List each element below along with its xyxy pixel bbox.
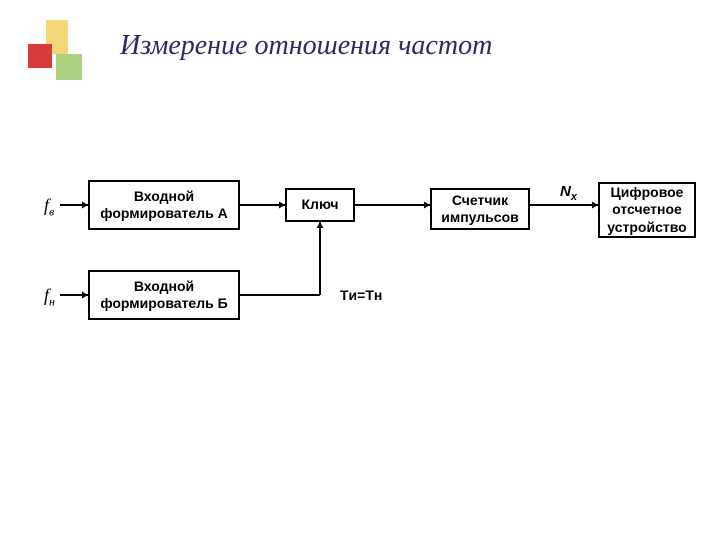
block-label: Входнойформирователь Б — [100, 278, 227, 313]
block-label: Счетчикимпульсов — [441, 192, 518, 227]
block-counter: Счетчикимпульсов — [430, 188, 530, 230]
block-label: Цифровоеотсчетноеустройство — [607, 184, 686, 237]
label-nx: Nx — [560, 183, 577, 203]
block-former-a: Входнойформирователь А — [88, 180, 240, 230]
signal-fn: fн — [44, 285, 55, 310]
signal-fv: fв — [44, 195, 54, 220]
slide-logo — [28, 20, 88, 90]
edge-label-ti-tn: Tи=Tн — [340, 287, 382, 303]
block-display: Цифровоеотсчетноеустройство — [598, 182, 696, 238]
block-key: Ключ — [285, 188, 355, 222]
block-label: Ключ — [302, 196, 339, 214]
block-former-b: Входнойформирователь Б — [88, 270, 240, 320]
block-label: Входнойформирователь А — [100, 188, 227, 223]
page-title: Измерение отношения частот — [120, 30, 492, 62]
